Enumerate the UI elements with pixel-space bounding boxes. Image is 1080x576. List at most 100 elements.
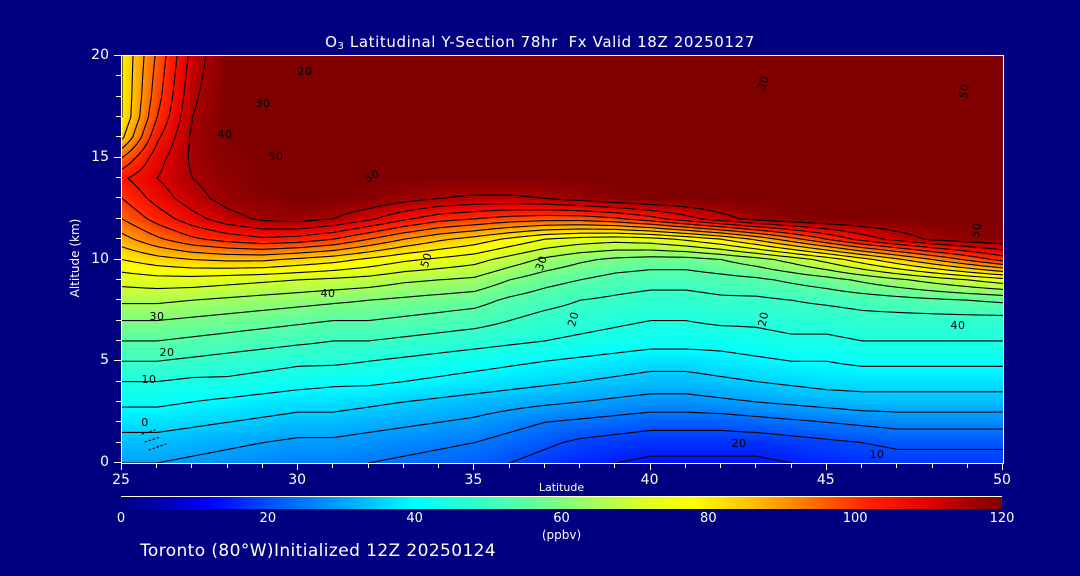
contour-line-overlay: 20 30 40 50 50 40 30 20 10 0 50 30 20 20 30 50 50 40 20 10 <box>122 56 1003 463</box>
contour-label: 40 <box>321 287 336 300</box>
plot-area: 20 30 40 50 50 40 30 20 10 0 50 30 20 20 30 50 50 40 20 10 <box>121 55 1004 464</box>
y-axis-major-tick <box>114 462 121 463</box>
contour-label: 10 <box>870 448 885 461</box>
y-axis-major-tick <box>114 156 121 158</box>
contour-label: 50 <box>363 167 382 186</box>
contour-label: 50 <box>418 251 435 269</box>
contour-line <box>614 455 793 463</box>
colorbar-tick-label: 20 <box>259 511 277 526</box>
y-axis-minor-tick <box>116 238 121 240</box>
y-axis-tick-label: 20 <box>91 47 109 63</box>
y-axis-tick-label: 15 <box>91 148 109 165</box>
contour-label: 40 <box>218 128 233 141</box>
y-axis-minor-tick <box>116 339 121 341</box>
contour-line <box>122 228 1003 272</box>
contour-line <box>122 232 1003 276</box>
x-axis-tick-label: 45 <box>816 472 835 488</box>
contour-line <box>187 56 1003 245</box>
contour-line <box>122 236 1003 279</box>
y-axis-minor-tick <box>116 299 121 301</box>
y-axis-minor-tick <box>116 441 121 443</box>
y-axis-minor-tick <box>116 116 121 118</box>
x-axis-minor-tick <box>579 463 581 468</box>
colorbar-tick-label: 120 <box>989 511 1015 526</box>
contour-label: 30 <box>150 310 165 323</box>
contour-label: 0 <box>141 416 149 429</box>
x-axis-minor-tick <box>438 463 440 468</box>
x-axis-minor-tick <box>684 463 686 468</box>
y-axis-minor-tick <box>116 278 121 280</box>
x-axis-major-tick <box>649 463 651 470</box>
contour-label: 30 <box>256 97 271 110</box>
contour-line <box>122 256 1003 322</box>
contour-line <box>122 370 1003 434</box>
x-axis-minor-tick <box>191 463 193 468</box>
contour-line-dashed <box>141 429 167 451</box>
y-axis-minor-tick <box>116 95 121 97</box>
y-axis-minor-tick <box>116 400 121 402</box>
contour-label: 20 <box>756 310 772 327</box>
x-axis-minor-tick <box>332 463 334 468</box>
x-axis-minor-tick <box>790 463 792 468</box>
x-axis-tick-label: 35 <box>464 472 483 488</box>
contour-line <box>122 249 1003 305</box>
y-axis-major-tick <box>114 360 121 362</box>
y-axis-minor-tick <box>116 217 121 219</box>
colorbar-canvas <box>121 497 1002 509</box>
x-axis-minor-tick <box>896 463 898 468</box>
y-axis-title: Altitude (km) <box>68 218 82 298</box>
x-axis-major-tick <box>121 463 122 470</box>
x-axis-minor-tick <box>720 463 722 468</box>
title-subscript: 3 <box>337 41 345 52</box>
contour-line <box>122 56 145 150</box>
x-axis-tick-label: 50 <box>993 472 1011 488</box>
contour-line <box>122 56 156 159</box>
y-axis-minor-tick <box>116 177 121 179</box>
x-axis-minor-tick <box>156 463 158 468</box>
colorbar-tick-label: 80 <box>700 511 717 526</box>
x-axis-tick-label: 40 <box>640 472 659 488</box>
y-axis-tick-label: 0 <box>100 454 109 470</box>
contour-line <box>122 241 1003 290</box>
x-axis-minor-tick <box>755 463 757 468</box>
contour-line <box>122 218 1003 265</box>
x-axis-minor-tick <box>966 463 968 468</box>
contour-line <box>122 320 1003 383</box>
ozone-filled-contour-field <box>122 56 1003 463</box>
x-axis-title: Latitude <box>538 481 585 494</box>
y-axis-minor-tick <box>116 197 121 199</box>
contour-line <box>122 56 167 170</box>
x-axis-major-tick <box>473 463 475 470</box>
y-axis-tick-label: 10 <box>91 250 109 267</box>
contour-line <box>127 56 1003 257</box>
contour-label: 50 <box>969 222 984 239</box>
y-axis-minor-tick <box>116 136 121 138</box>
colorbar-tick-label: 100 <box>842 511 868 526</box>
page-title: O3 Latitudinal Y-Section 78hr Fx Valid 1… <box>0 33 1080 52</box>
y-axis-minor-tick <box>116 75 121 77</box>
contour-line <box>509 429 1003 463</box>
colorbar-gradient-strip <box>121 496 1002 509</box>
x-axis-minor-tick <box>614 463 616 468</box>
contour-line <box>122 56 134 140</box>
contour-line <box>122 348 1003 408</box>
contour-label: 20 <box>565 310 581 328</box>
y-axis-major-tick <box>114 258 121 260</box>
contour-label: 40 <box>951 319 966 332</box>
x-axis-minor-tick <box>367 463 369 468</box>
x-axis-minor-tick <box>261 463 263 468</box>
y-axis-minor-tick <box>116 319 121 321</box>
colorbar-tick-label: 40 <box>406 511 423 526</box>
contour-label: 20 <box>298 65 313 78</box>
contour-label: 10 <box>142 373 157 386</box>
x-axis-major-tick <box>1002 463 1003 470</box>
x-axis-major-tick <box>825 463 827 470</box>
colorbar: (ppbv) 0 20 40 60 80 100 120 <box>117 496 1014 546</box>
contour-line <box>122 289 1003 362</box>
contour-line <box>368 411 1003 463</box>
y-axis-minor-tick <box>116 421 121 423</box>
title-rest: Latitudinal Y-Section 78hr Fx Valid 18Z … <box>344 33 755 51</box>
contour-line <box>122 393 1003 463</box>
contour-line <box>122 197 1003 262</box>
